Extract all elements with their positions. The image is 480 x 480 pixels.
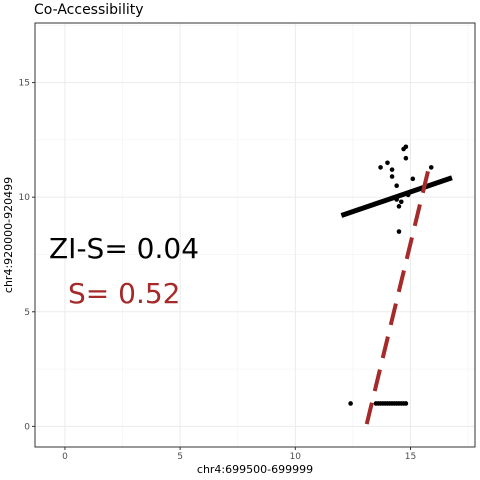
panel-border	[34, 22, 476, 448]
y-tick-label: 10	[19, 193, 31, 203]
data-point	[410, 176, 416, 182]
x-tick-label: 15	[405, 452, 416, 462]
fit-lines	[340, 166, 453, 425]
data-point	[394, 183, 399, 189]
x-tick-label: 0	[62, 452, 68, 462]
data-point	[396, 229, 402, 234]
data-point	[389, 174, 395, 179]
chart-title: Co-Accessibility	[34, 2, 144, 18]
minor-gridlines	[35, 23, 475, 447]
data-point	[348, 401, 353, 406]
x-tick-label: 5	[177, 452, 183, 462]
data-point	[403, 144, 409, 150]
data-point	[378, 165, 383, 170]
data-point	[403, 401, 409, 406]
data-point	[428, 165, 434, 170]
data-point	[389, 167, 395, 172]
axis-ticks: 0 5 10 15 0 5 10 15	[19, 79, 417, 462]
x-axis-title: chr4:699500-699999	[197, 463, 313, 476]
data-point	[394, 197, 399, 202]
y-tick-label: 15	[19, 79, 30, 89]
y-tick-label: 5	[24, 308, 30, 318]
y-axis-title: chr4:920000-920499	[2, 177, 15, 293]
zi-s-annotation: ZI-S= 0.04	[49, 232, 199, 265]
x-tick-label: 10	[290, 452, 302, 462]
data-point	[385, 160, 390, 166]
y-tick-label: 0	[24, 422, 30, 432]
data-point	[405, 192, 411, 198]
data-point	[396, 204, 402, 209]
standard-fit-line	[364, 166, 431, 425]
data-point	[403, 155, 409, 161]
zero-inflated-fit-line	[340, 175, 453, 218]
s-annotation: S= 0.52	[68, 277, 180, 310]
data-points	[348, 144, 434, 406]
data-point	[398, 199, 404, 205]
